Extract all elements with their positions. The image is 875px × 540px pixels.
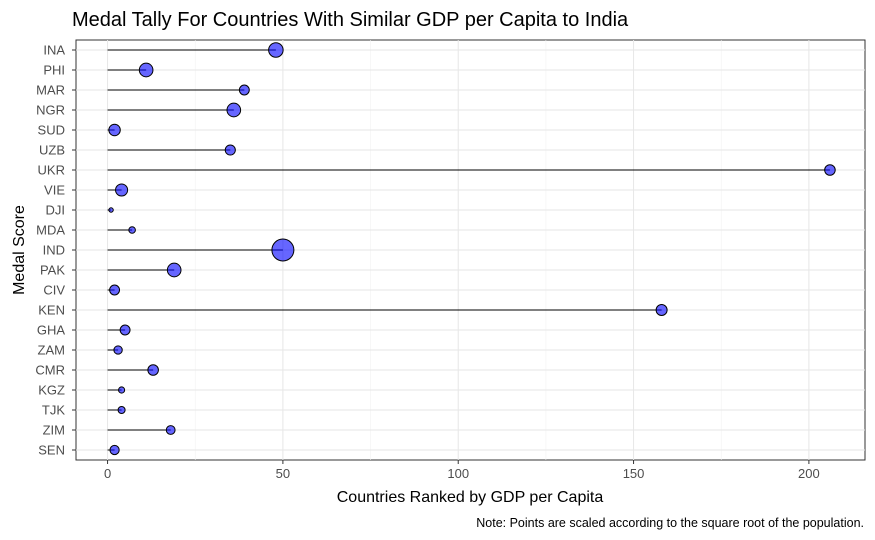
y-tick-label: INA — [43, 43, 65, 58]
y-tick-label: PHI — [43, 63, 65, 78]
lollipop-points — [108, 42, 836, 456]
y-tick-label: MDA — [36, 223, 65, 238]
point-ukr — [824, 164, 836, 176]
y-tick-label: KEN — [38, 303, 65, 318]
point-phi — [138, 62, 154, 78]
y-tick-label: ZAM — [38, 343, 65, 358]
point-pak — [166, 262, 182, 278]
y-tick-label: DJI — [46, 203, 66, 218]
y-tick-label: UZB — [39, 143, 65, 158]
y-tick-label: CIV — [43, 283, 65, 298]
x-tick-label: 50 — [276, 466, 290, 481]
x-tick-label: 0 — [104, 466, 111, 481]
point-vie — [115, 183, 129, 197]
y-tick-label: TJK — [42, 403, 65, 418]
y-tick-label: SUD — [38, 123, 65, 138]
x-axis-title: Countries Ranked by GDP per Capita — [337, 489, 604, 506]
point-uzb — [224, 144, 236, 156]
point-sud — [108, 123, 121, 137]
point-civ — [109, 284, 121, 296]
x-tick-label: 200 — [798, 466, 820, 481]
y-tick-label: UKR — [38, 163, 65, 178]
point-tjk — [117, 405, 126, 415]
x-tick-labels: 0 50 100 150 200 — [104, 460, 820, 481]
point-mda — [128, 226, 136, 234]
y-axis-title: Medal Score — [11, 205, 28, 295]
y-tick-label: GHA — [37, 323, 66, 338]
y-tick-label: PAK — [40, 263, 65, 278]
y-tick-label: SEN — [38, 443, 65, 458]
point-ina — [268, 42, 284, 58]
y-tick-label: ZIM — [43, 423, 65, 438]
chart-title: Medal Tally For Countries With Similar G… — [72, 9, 629, 31]
y-tick-label: CMR — [35, 363, 65, 378]
point-ind — [271, 238, 295, 262]
point-zim — [165, 425, 176, 435]
y-tick-label: IND — [43, 243, 65, 258]
y-tick-label: MAR — [36, 83, 65, 98]
x-tick-label: 100 — [447, 466, 469, 481]
point-zam — [113, 345, 123, 355]
y-tick-label: KGZ — [38, 383, 65, 398]
chart-caption: Note: Points are scaled according to the… — [476, 516, 864, 530]
point-ngr — [226, 102, 242, 118]
point-sen — [109, 444, 120, 456]
x-tick-label: 150 — [623, 466, 645, 481]
point-ken — [655, 304, 668, 316]
y-tick-label: NGR — [36, 103, 65, 118]
y-tick-label: VIE — [44, 183, 65, 198]
point-dji — [108, 207, 114, 213]
point-mar — [238, 84, 250, 96]
y-tick-labels: INA PHI MAR NGR SUD UZB UKR VIE DJI MDA IND PAK CIV K… — [35, 43, 76, 458]
point-gha — [119, 324, 131, 336]
point-kgz — [118, 386, 126, 394]
point-cmr — [147, 364, 159, 376]
